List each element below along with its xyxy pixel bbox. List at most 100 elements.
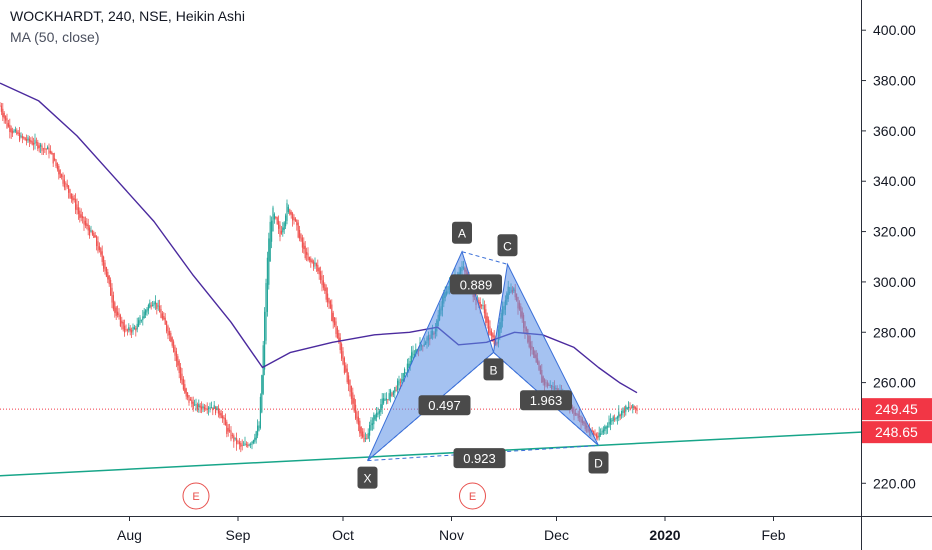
candle-body: [188, 395, 190, 403]
candle-body: [632, 404, 634, 409]
candle-body: [411, 352, 413, 364]
pattern-point-a-box[interactable]: [452, 221, 472, 244]
candle-body: [215, 407, 217, 414]
candle-body: [182, 378, 184, 390]
candle-body: [335, 321, 337, 334]
candle-body: [9, 124, 11, 132]
pattern-point-x-box[interactable]: [357, 466, 378, 489]
candle-body: [311, 260, 313, 263]
candle-body: [34, 139, 36, 144]
support-trendline[interactable]: [0, 431, 862, 477]
candle-body: [275, 216, 277, 219]
candle-body: [336, 327, 338, 339]
candle-body: [273, 214, 275, 220]
pattern-ratio-box[interactable]: [418, 395, 471, 416]
pattern-ratio-box[interactable]: [520, 390, 572, 411]
pattern-point-c-box[interactable]: [497, 234, 518, 257]
candle-body: [83, 217, 85, 225]
candle-body: [129, 328, 131, 332]
candle-body: [19, 133, 21, 141]
candle-body: [122, 322, 124, 330]
candle-body: [345, 365, 347, 372]
price-tag-label: 248.65: [875, 424, 918, 440]
candle-body: [383, 398, 385, 404]
candle-body: [402, 373, 404, 381]
ma-indicator-label[interactable]: MA (50, close): [10, 29, 100, 45]
candle-body: [229, 429, 231, 432]
pattern-ratio-box[interactable]: [450, 274, 502, 295]
candle-body: [604, 426, 606, 432]
candle-body: [479, 301, 481, 308]
candle-body: [52, 153, 54, 164]
candle-body: [369, 424, 371, 436]
candle-body: [399, 382, 401, 384]
candle-body: [483, 305, 485, 314]
pattern-ac-dashed-line: [461, 251, 508, 265]
candle-body: [170, 333, 172, 342]
candle-body: [329, 300, 331, 309]
pattern-point-d-label: D: [594, 457, 603, 471]
candle-body: [156, 302, 158, 309]
candle-body: [35, 141, 37, 143]
candle-body: [191, 399, 193, 404]
candle-body: [360, 427, 362, 436]
candle-body: [94, 235, 96, 238]
candle-body: [213, 405, 215, 409]
candle-body: [76, 204, 78, 211]
candle-body: [97, 241, 99, 252]
candle-body: [216, 406, 218, 411]
candle-body: [149, 302, 151, 308]
candle-body: [42, 148, 44, 150]
pattern-point-d-box[interactable]: [588, 451, 609, 474]
pattern-point-b-box[interactable]: [483, 358, 504, 381]
price-tag-box: [862, 398, 932, 421]
candle-body: [297, 222, 299, 238]
candle-body: [343, 357, 345, 373]
candle-body: [180, 366, 182, 381]
candle-body: [233, 435, 235, 442]
candle-body: [334, 317, 336, 326]
candle-body: [412, 350, 414, 358]
candle-body: [3, 112, 5, 119]
candle-body: [355, 404, 357, 419]
candle-body: [353, 398, 355, 412]
candle-body: [89, 227, 91, 236]
candle-body: [14, 129, 16, 132]
candle-body: [618, 411, 620, 418]
candle-body: [185, 388, 187, 397]
price-axis-tick-label: 400.00: [873, 22, 916, 38]
candle-body: [27, 137, 29, 141]
candle-body: [93, 232, 95, 238]
candle-body: [255, 431, 257, 440]
pattern-ratio-box[interactable]: [453, 448, 506, 469]
candle-body: [90, 230, 92, 232]
candle-body: [103, 256, 105, 269]
candle-body: [328, 297, 330, 304]
symbol-title[interactable]: WOCKHARDT, 240, NSE, Heikin Ashi: [10, 8, 245, 24]
candle-body: [44, 148, 46, 150]
candle-body: [320, 271, 322, 281]
candle-body: [173, 341, 175, 352]
candle-body: [174, 346, 176, 356]
candle-body: [143, 311, 145, 319]
candle-body: [377, 412, 379, 416]
price-axis-tick-label: 340.00: [873, 173, 916, 189]
candle-body: [231, 434, 233, 436]
candle-body: [341, 343, 343, 359]
candle-body: [49, 150, 51, 153]
ma-50-line[interactable]: [0, 82, 638, 394]
candle-body: [41, 145, 43, 152]
candle-body: [601, 430, 603, 435]
candle-body: [636, 408, 638, 411]
candle-body: [194, 404, 196, 406]
price-axis-tick-label: 260.00: [873, 375, 916, 391]
candle-body: [31, 141, 33, 145]
earnings-event-icon[interactable]: [182, 482, 210, 510]
candle-body: [37, 142, 39, 149]
earnings-event-icon[interactable]: [459, 482, 486, 510]
candle-body: [237, 441, 239, 443]
candle-body: [486, 316, 488, 323]
candle-body: [322, 280, 324, 288]
